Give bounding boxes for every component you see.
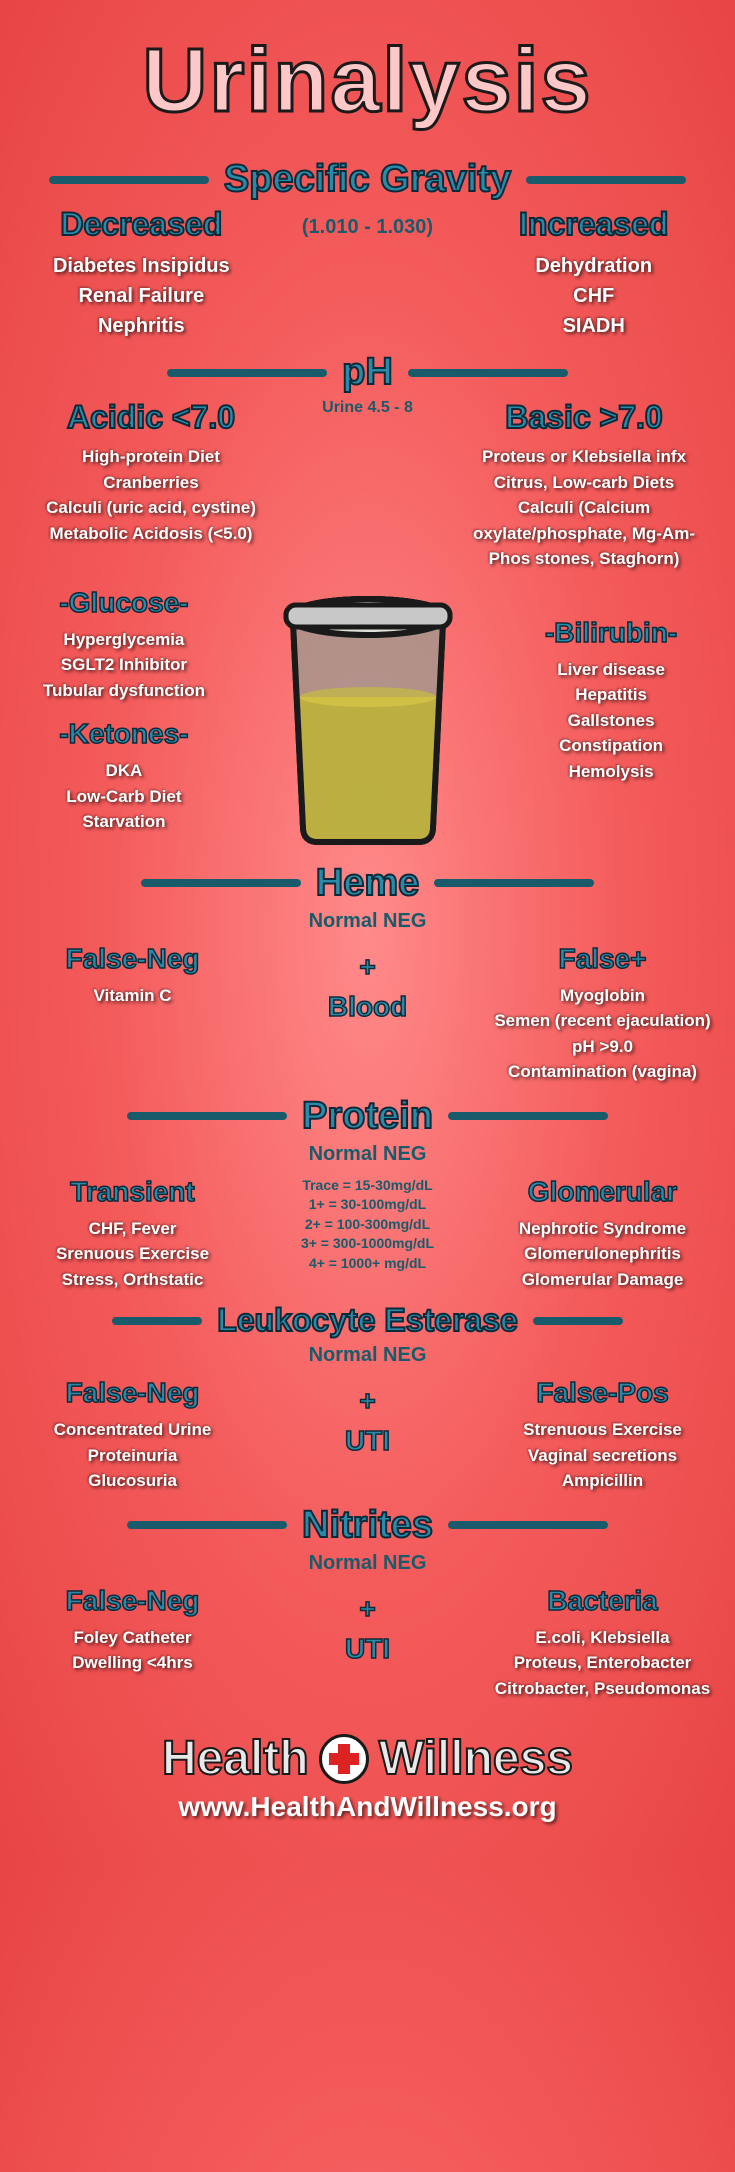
sg-decreased-header: Decreased (20, 206, 263, 243)
ph-item: oxylate/phosphate, Mg-Am- (453, 521, 715, 547)
protein-item: Nephrotic Syndrome (490, 1216, 715, 1242)
sg-item: SIADH (472, 311, 715, 341)
section-protein: Protein (20, 1095, 715, 1138)
section-leukocyte: Leukocyte Esterase (20, 1302, 715, 1339)
leuk-cause: UTI (255, 1425, 480, 1457)
leuk-item: Concentrated Urine (20, 1417, 245, 1443)
protein-item: Glomerular Damage (490, 1267, 715, 1293)
glucose-header: -Glucose- (20, 587, 228, 619)
nitrites-falseneg-header: False-Neg (20, 1585, 245, 1617)
ketones-item: Starvation (20, 809, 228, 835)
leuk-falsepos-header: False-Pos (490, 1377, 715, 1409)
heme-falsepos-header: False+ (490, 943, 715, 975)
heme-cause: Blood (255, 991, 480, 1023)
medical-cross-icon (319, 1734, 369, 1784)
protein-item: Stress, Orthstatic (20, 1267, 245, 1293)
protein-scale: 2+ = 100-300mg/dL (255, 1215, 480, 1235)
page-title: Urinalysis (20, 30, 715, 133)
protein-glomerular-header: Glomerular (490, 1176, 715, 1208)
heme-item: Contamination (vagina) (490, 1059, 715, 1085)
protein-normal: Normal NEG (20, 1143, 715, 1166)
urine-cup-image (243, 587, 492, 847)
heme-falseneg-header: False-Neg (20, 943, 245, 975)
glucose-item: Tubular dysfunction (20, 678, 228, 704)
leuk-item: Proteinuria (20, 1443, 245, 1469)
ph-acidic-header: Acidic <7.0 (20, 399, 282, 436)
nitrites-plus: + (255, 1593, 480, 1625)
section-ph: pH (20, 351, 715, 394)
protein-scale: 3+ = 300-1000mg/dL (255, 1234, 480, 1254)
ph-item: Calculi (uric acid, cystine) (20, 495, 282, 521)
ph-item: Citrus, Low-carb Diets (453, 470, 715, 496)
protein-transient-header: Transient (20, 1176, 245, 1208)
ph-item: Phos stones, Staghorn) (453, 546, 715, 572)
leuk-item: Glucosuria (20, 1468, 245, 1494)
bilirubin-item: Hepatitis (507, 682, 715, 708)
bilirubin-item: Constipation (507, 733, 715, 759)
protein-scale: Trace = 15-30mg/dL (255, 1176, 480, 1196)
section-heme: Heme (20, 862, 715, 905)
heme-item: Semen (recent ejaculation) (490, 1008, 715, 1034)
ph-item: Metabolic Acidosis (<5.0) (20, 521, 282, 547)
nitrites-bacteria-header: Bacteria (490, 1585, 715, 1617)
bilirubin-item: Liver disease (507, 657, 715, 683)
footer-url: www.HealthAndWillness.org (20, 1791, 715, 1823)
leuk-item: Vaginal secretions (490, 1443, 715, 1469)
sg-item: Nephritis (20, 311, 263, 341)
protein-item: Srenuous Exercise (20, 1241, 245, 1267)
protein-item: CHF, Fever (20, 1216, 245, 1242)
bilirubin-item: Gallstones (507, 708, 715, 734)
ph-item: Calculi (Calcium (453, 495, 715, 521)
nitrites-item: Citrobacter, Pseudomonas (490, 1676, 715, 1702)
sg-item: CHF (472, 281, 715, 311)
nitrites-item: Foley Catheter (20, 1625, 245, 1651)
nitrites-item: Dwelling <4hrs (20, 1650, 245, 1676)
ph-item: Proteus or Klebsiella infx (453, 444, 715, 470)
ph-item: Cranberries (20, 470, 282, 496)
glucose-item: SGLT2 Inhibitor (20, 652, 228, 678)
nitrites-cause: UTI (255, 1633, 480, 1665)
ph-item: High-protein Diet (20, 444, 282, 470)
heme-item: Myoglobin (490, 983, 715, 1009)
sg-range: (1.010 - 1.030) (283, 216, 453, 239)
section-specific-gravity: Specific Gravity (20, 158, 715, 201)
protein-scale: 4+ = 1000+ mg/dL (255, 1254, 480, 1274)
protein-scale: 1+ = 30-100mg/dL (255, 1195, 480, 1215)
ketones-item: DKA (20, 758, 228, 784)
section-nitrites: Nitrites (20, 1504, 715, 1547)
sg-item: Dehydration (472, 251, 715, 281)
leuk-plus: + (255, 1385, 480, 1417)
heme-item: pH >9.0 (490, 1034, 715, 1060)
footer-brand-right: Willness (379, 1731, 573, 1786)
nitrites-normal: Normal NEG (20, 1552, 715, 1575)
ketones-item: Low-Carb Diet (20, 784, 228, 810)
sg-item: Diabetes Insipidus (20, 251, 263, 281)
leuk-normal: Normal NEG (20, 1344, 715, 1367)
glucose-item: Hyperglycemia (20, 627, 228, 653)
leuk-falseneg-header: False-Neg (20, 1377, 245, 1409)
nitrites-item: Proteus, Enterobacter (490, 1650, 715, 1676)
ph-range: Urine 4.5 - 8 (302, 399, 433, 417)
ph-basic-header: Basic >7.0 (453, 399, 715, 436)
heme-item: Vitamin C (20, 983, 245, 1009)
protein-item: Glomerulonephritis (490, 1241, 715, 1267)
bilirubin-header: -Bilirubin- (507, 617, 715, 649)
nitrites-item: E.coli, Klebsiella (490, 1625, 715, 1651)
sg-item: Renal Failure (20, 281, 263, 311)
footer-brand-left: Health (162, 1731, 309, 1786)
sg-increased-header: Increased (472, 206, 715, 243)
heme-normal: Normal NEG (20, 910, 715, 933)
heme-plus: + (255, 951, 480, 983)
ketones-header: -Ketones- (20, 718, 228, 750)
footer: Health Willness www.HealthAndWillness.or… (20, 1731, 715, 1823)
bilirubin-item: Hemolysis (507, 759, 715, 785)
leuk-item: Ampicillin (490, 1468, 715, 1494)
leuk-item: Strenuous Exercise (490, 1417, 715, 1443)
